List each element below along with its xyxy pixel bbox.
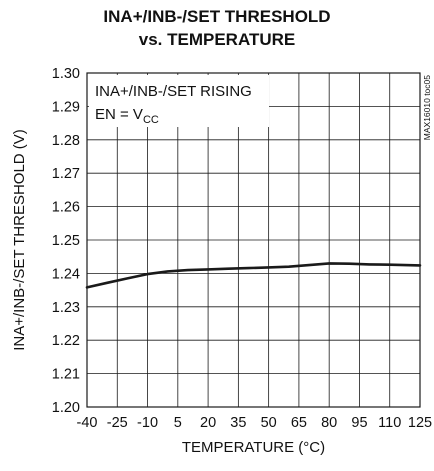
y-tick-labels: 1.20 1.21 1.22 1.23 1.24 1.25 1.26 1.27 1.28 1.29… [52, 66, 80, 416]
y-tick-label: 1.30 [52, 66, 80, 82]
x-tick-labels: -40 -25 -10 5 20 35 50 65 80 95 110 125 [77, 415, 433, 431]
x-tick-label: 5 [174, 415, 182, 431]
y-tick-label: 1.26 [52, 200, 80, 216]
figure-id: MAX16010 toc05 [422, 75, 432, 140]
x-tick-label: -10 [137, 415, 158, 431]
y-tick-label: 1.24 [52, 266, 80, 282]
x-axis-label: TEMPERATURE (°C) [182, 439, 325, 456]
x-tick-label: -25 [107, 415, 128, 431]
y-tick-label: 1.20 [52, 400, 80, 416]
y-tick-label: 1.28 [52, 133, 80, 149]
x-tick-label: 125 [408, 415, 432, 431]
x-tick-label: 95 [351, 415, 367, 431]
y-axis-label: INA+/INB-/SET THRESHOLD (V) [11, 129, 28, 351]
chart-title-line2: vs. TEMPERATURE [138, 30, 296, 49]
chart-title-line1: INA+/INB-/SET THRESHOLD [103, 7, 331, 26]
annotation-line2: EN = VCC [95, 106, 159, 126]
plot-frame [86, 72, 421, 408]
x-tick-label: 80 [321, 415, 337, 431]
annotation-box [89, 75, 269, 127]
annotation-line2-sub: CC [143, 114, 159, 126]
x-tick-label: -40 [77, 415, 98, 431]
y-tick-label: 1.22 [52, 333, 80, 349]
annotation-line1: INA+/INB-/SET RISING [95, 83, 252, 100]
x-tick-label: 110 [378, 415, 401, 431]
annotation-line2-prefix: EN = V [95, 106, 143, 123]
x-tick-label: 65 [291, 415, 307, 431]
y-tick-label: 1.21 [52, 367, 80, 383]
x-tick-label: 35 [230, 415, 246, 431]
series-line [85, 262, 422, 289]
y-tick-label: 1.25 [52, 233, 80, 249]
x-tick-label: 20 [200, 415, 216, 431]
x-tick-label: 50 [261, 415, 277, 431]
y-tick-label: 1.27 [52, 166, 80, 182]
y-tick-label: 1.23 [52, 300, 80, 316]
y-tick-label: 1.29 [52, 99, 80, 115]
